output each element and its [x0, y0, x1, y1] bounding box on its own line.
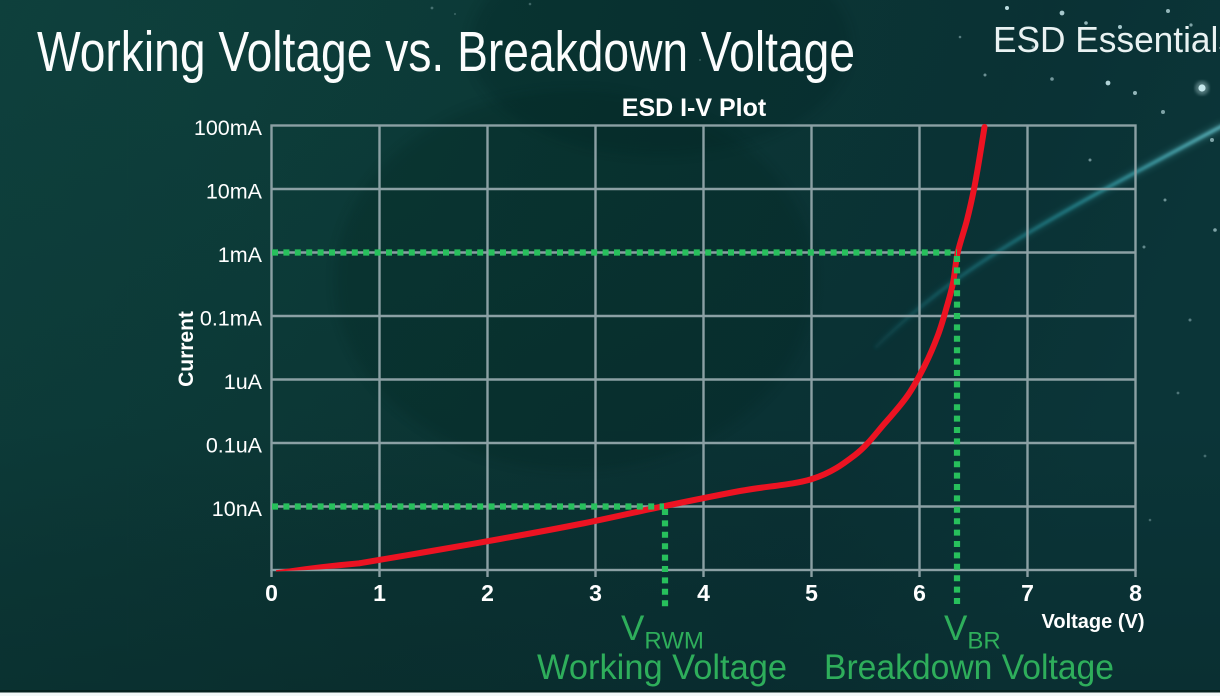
svg-text:10mA: 10mA [206, 180, 263, 204]
svg-text:ESD I-V Plot: ESD I-V Plot [622, 94, 767, 122]
svg-text:2: 2 [481, 580, 494, 606]
svg-text:1uA: 1uA [224, 370, 263, 394]
svg-text:7: 7 [1021, 580, 1034, 606]
svg-text:1mA: 1mA [218, 243, 263, 267]
svg-text:8: 8 [1129, 580, 1142, 606]
svg-text:10nA: 10nA [212, 497, 263, 521]
svg-text:0: 0 [265, 580, 278, 606]
svg-text:Current: Current [175, 311, 198, 387]
svg-text:VRWM: VRWM [621, 609, 704, 655]
svg-text:6: 6 [913, 580, 926, 606]
svg-text:1: 1 [373, 580, 386, 606]
svg-text:5: 5 [805, 580, 818, 606]
svg-text:3: 3 [589, 580, 602, 606]
svg-text:0.1mA: 0.1mA [200, 307, 263, 331]
svg-text:100mA: 100mA [194, 116, 263, 140]
svg-text:Working Voltage: Working Voltage [537, 648, 787, 687]
svg-text:Breakdown Voltage: Breakdown Voltage [824, 648, 1114, 687]
svg-text:Working Voltage vs. Breakdown: Working Voltage vs. Breakdown Voltage [37, 20, 855, 84]
svg-text:0.1uA: 0.1uA [206, 434, 263, 458]
svg-text:ESD Essentials: ESD Essentials [993, 19, 1220, 60]
svg-text:Voltage (V): Voltage (V) [1042, 611, 1145, 633]
svg-text:4: 4 [697, 580, 710, 606]
